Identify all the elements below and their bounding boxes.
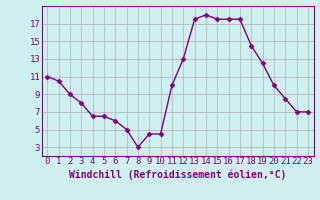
X-axis label: Windchill (Refroidissement éolien,°C): Windchill (Refroidissement éolien,°C) — [69, 169, 286, 180]
